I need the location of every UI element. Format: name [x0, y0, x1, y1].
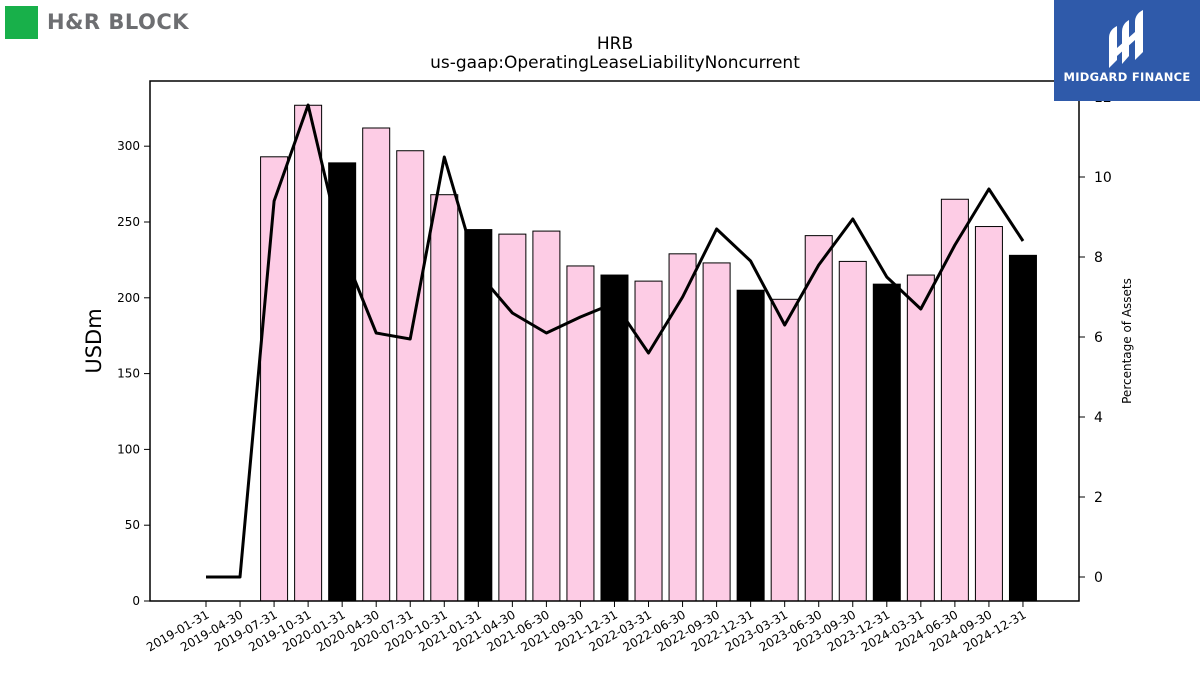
y2-tick-label-8: 8 [1094, 250, 1103, 266]
hr-block-logo: H&R BLOCK [5, 5, 189, 39]
midgard-finance-logo: MIDGARD FINANCE [1054, 0, 1200, 101]
bar-2021-12-31 [600, 274, 629, 602]
y-tick-label-100: 100 [117, 442, 140, 456]
bar-2022-03-31 [634, 280, 663, 602]
bar-2019-07-31 [260, 156, 289, 602]
hr-block-square-icon [5, 5, 38, 39]
bar-2022-12-31 [736, 289, 765, 602]
y-tick-label-50: 50 [125, 518, 140, 532]
chart-title: HRB [597, 34, 633, 54]
y2-tick-label-6: 6 [1094, 330, 1103, 346]
y2-tick-label-0: 0 [1094, 570, 1103, 586]
line-series [206, 103, 1025, 579]
midgard-finance-logo-text: MIDGARD FINANCE [1063, 70, 1191, 84]
percentage-line [206, 103, 1025, 579]
bar-2023-06-30 [804, 235, 833, 602]
bar-2023-03-31 [770, 298, 799, 602]
bar-2020-04-30 [362, 127, 391, 602]
y2-tick-label-10: 10 [1094, 170, 1112, 186]
bar-2023-09-30 [838, 260, 867, 602]
bar-2022-09-30 [702, 262, 731, 602]
midgard-m-icon [1109, 10, 1143, 68]
y-axis-label: USDm [82, 308, 106, 373]
y2-tick-label-2: 2 [1094, 490, 1103, 506]
hr-block-logo-text: H&R BLOCK [47, 10, 190, 34]
y-tick-label-200: 200 [117, 291, 140, 305]
y2-axis-label: Percentage of Assets [1120, 278, 1134, 404]
y-tick-label-150: 150 [117, 367, 140, 381]
bar-2020-10-31 [430, 194, 459, 602]
y-tick-label-250: 250 [117, 215, 140, 229]
bar-2022-06-30 [668, 253, 697, 602]
bar-2023-12-31 [872, 283, 901, 602]
bar-2024-12-31 [1008, 254, 1037, 602]
bar-2020-01-31 [328, 162, 357, 602]
bar-2024-03-31 [906, 274, 935, 602]
y2-tick-label-4: 4 [1094, 410, 1103, 426]
bar-series [260, 104, 1037, 602]
bar-2020-07-31 [396, 150, 425, 602]
y-tick-label-300: 300 [117, 139, 140, 153]
bar-2024-09-30 [974, 226, 1003, 602]
bar-2019-10-31 [294, 104, 323, 602]
bar-2024-06-30 [940, 198, 969, 602]
y-tick-label-0: 0 [132, 594, 140, 608]
bar-2021-04-30 [498, 233, 527, 602]
chart-subtitle: us-gaap:OperatingLeaseLiabilityNoncurren… [430, 53, 800, 73]
bar-2021-06-30 [532, 230, 561, 602]
